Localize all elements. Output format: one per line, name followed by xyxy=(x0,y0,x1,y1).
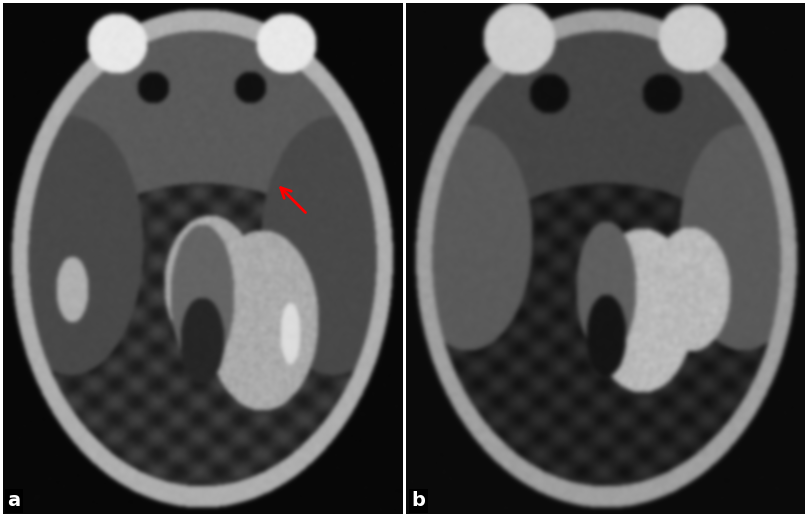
Text: a: a xyxy=(7,492,21,510)
Text: b: b xyxy=(411,492,425,510)
